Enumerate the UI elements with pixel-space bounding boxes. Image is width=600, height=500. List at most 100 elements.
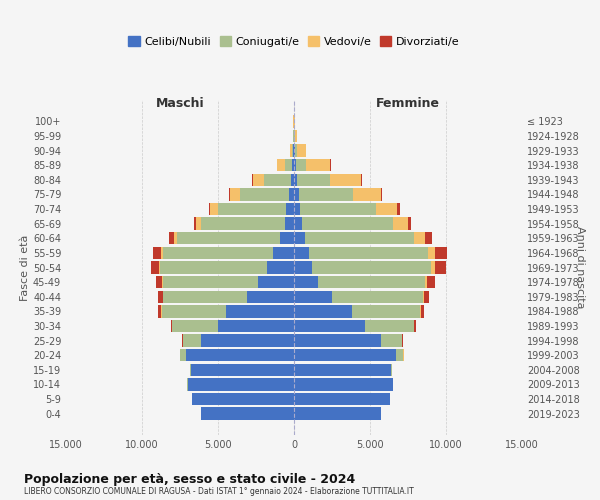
Bar (420, 305, 421, 318)
Bar (218, 203, 286, 215)
Bar (294, 349, 396, 362)
Bar (158, 305, 161, 318)
Bar (294, 218, 302, 230)
Bar (427, 276, 434, 288)
Bar (257, 276, 294, 288)
Text: Popolazione per età, sesso e stato civile - 2024: Popolazione per età, sesso e stato civil… (24, 472, 355, 486)
Bar (294, 246, 309, 259)
Bar (266, 262, 294, 274)
Bar (297, 174, 331, 186)
Bar (309, 246, 428, 259)
Bar (161, 246, 163, 259)
Bar (294, 305, 352, 318)
Bar (162, 305, 226, 318)
Bar (294, 290, 332, 303)
Bar (396, 349, 403, 362)
Bar (294, 174, 297, 186)
Bar (159, 262, 160, 274)
Bar (391, 364, 392, 376)
Text: LIBERO CONSORZIO COMUNALE DI RAGUSA - Dati ISTAT 1° gennaio 2024 - Elaborazione : LIBERO CONSORZIO COMUNALE DI RAGUSA - Da… (24, 488, 414, 496)
Bar (186, 349, 294, 362)
Bar (425, 232, 433, 244)
Bar (158, 290, 163, 303)
Bar (194, 218, 196, 230)
Bar (211, 203, 218, 215)
Bar (252, 174, 253, 186)
Bar (294, 144, 295, 157)
Bar (431, 262, 436, 274)
Bar (299, 188, 353, 200)
Bar (174, 232, 177, 244)
Bar (295, 144, 297, 157)
Bar (191, 364, 294, 376)
Bar (294, 320, 365, 332)
Bar (305, 232, 414, 244)
Bar (434, 246, 447, 259)
Bar (294, 262, 312, 274)
Bar (230, 188, 240, 200)
Bar (352, 305, 420, 318)
Bar (286, 203, 294, 215)
Bar (162, 276, 163, 288)
Bar (247, 290, 294, 303)
Bar (312, 262, 431, 274)
Bar (294, 188, 299, 200)
Bar (294, 378, 393, 390)
Bar (201, 218, 285, 230)
Bar (297, 144, 306, 157)
Bar (414, 232, 425, 244)
Bar (294, 203, 300, 215)
Bar (376, 203, 397, 215)
Bar (306, 159, 331, 172)
Bar (408, 218, 411, 230)
Bar (188, 378, 294, 390)
Bar (273, 246, 294, 259)
Bar (415, 320, 416, 332)
Bar (154, 246, 161, 259)
Bar (172, 320, 218, 332)
Bar (380, 334, 402, 346)
Bar (393, 218, 408, 230)
Bar (332, 290, 423, 303)
Bar (361, 174, 362, 186)
Bar (163, 246, 273, 259)
Y-axis label: Fasce di età: Fasce di età (20, 234, 30, 300)
Bar (291, 174, 294, 186)
Bar (151, 262, 159, 274)
Bar (353, 188, 380, 200)
Bar (192, 393, 294, 405)
Bar (292, 159, 294, 172)
Bar (294, 408, 380, 420)
Bar (163, 290, 247, 303)
Bar (289, 188, 294, 200)
Bar (421, 305, 424, 318)
Bar (294, 276, 319, 288)
Y-axis label: Anni di nascita: Anni di nascita (575, 226, 585, 308)
Bar (180, 349, 186, 362)
Bar (277, 159, 285, 172)
Bar (436, 262, 446, 274)
Bar (294, 334, 380, 346)
Bar (209, 203, 211, 215)
Bar (170, 320, 172, 332)
Bar (290, 144, 292, 157)
Bar (295, 130, 297, 142)
Bar (424, 290, 429, 303)
Bar (292, 144, 293, 157)
Bar (196, 218, 201, 230)
Bar (163, 276, 257, 288)
Bar (331, 174, 361, 186)
Bar (253, 174, 263, 186)
Bar (397, 203, 400, 215)
Bar (294, 393, 390, 405)
Bar (380, 188, 382, 200)
Bar (229, 188, 230, 200)
Bar (293, 144, 294, 157)
Bar (428, 246, 434, 259)
Bar (423, 290, 424, 303)
Bar (240, 188, 289, 200)
Bar (294, 364, 391, 376)
Bar (201, 334, 294, 346)
Legend: Celibi/Nubili, Coniugati/e, Vedovi/e, Divorziati/e: Celibi/Nubili, Coniugati/e, Vedovi/e, Di… (124, 32, 464, 51)
Bar (226, 305, 294, 318)
